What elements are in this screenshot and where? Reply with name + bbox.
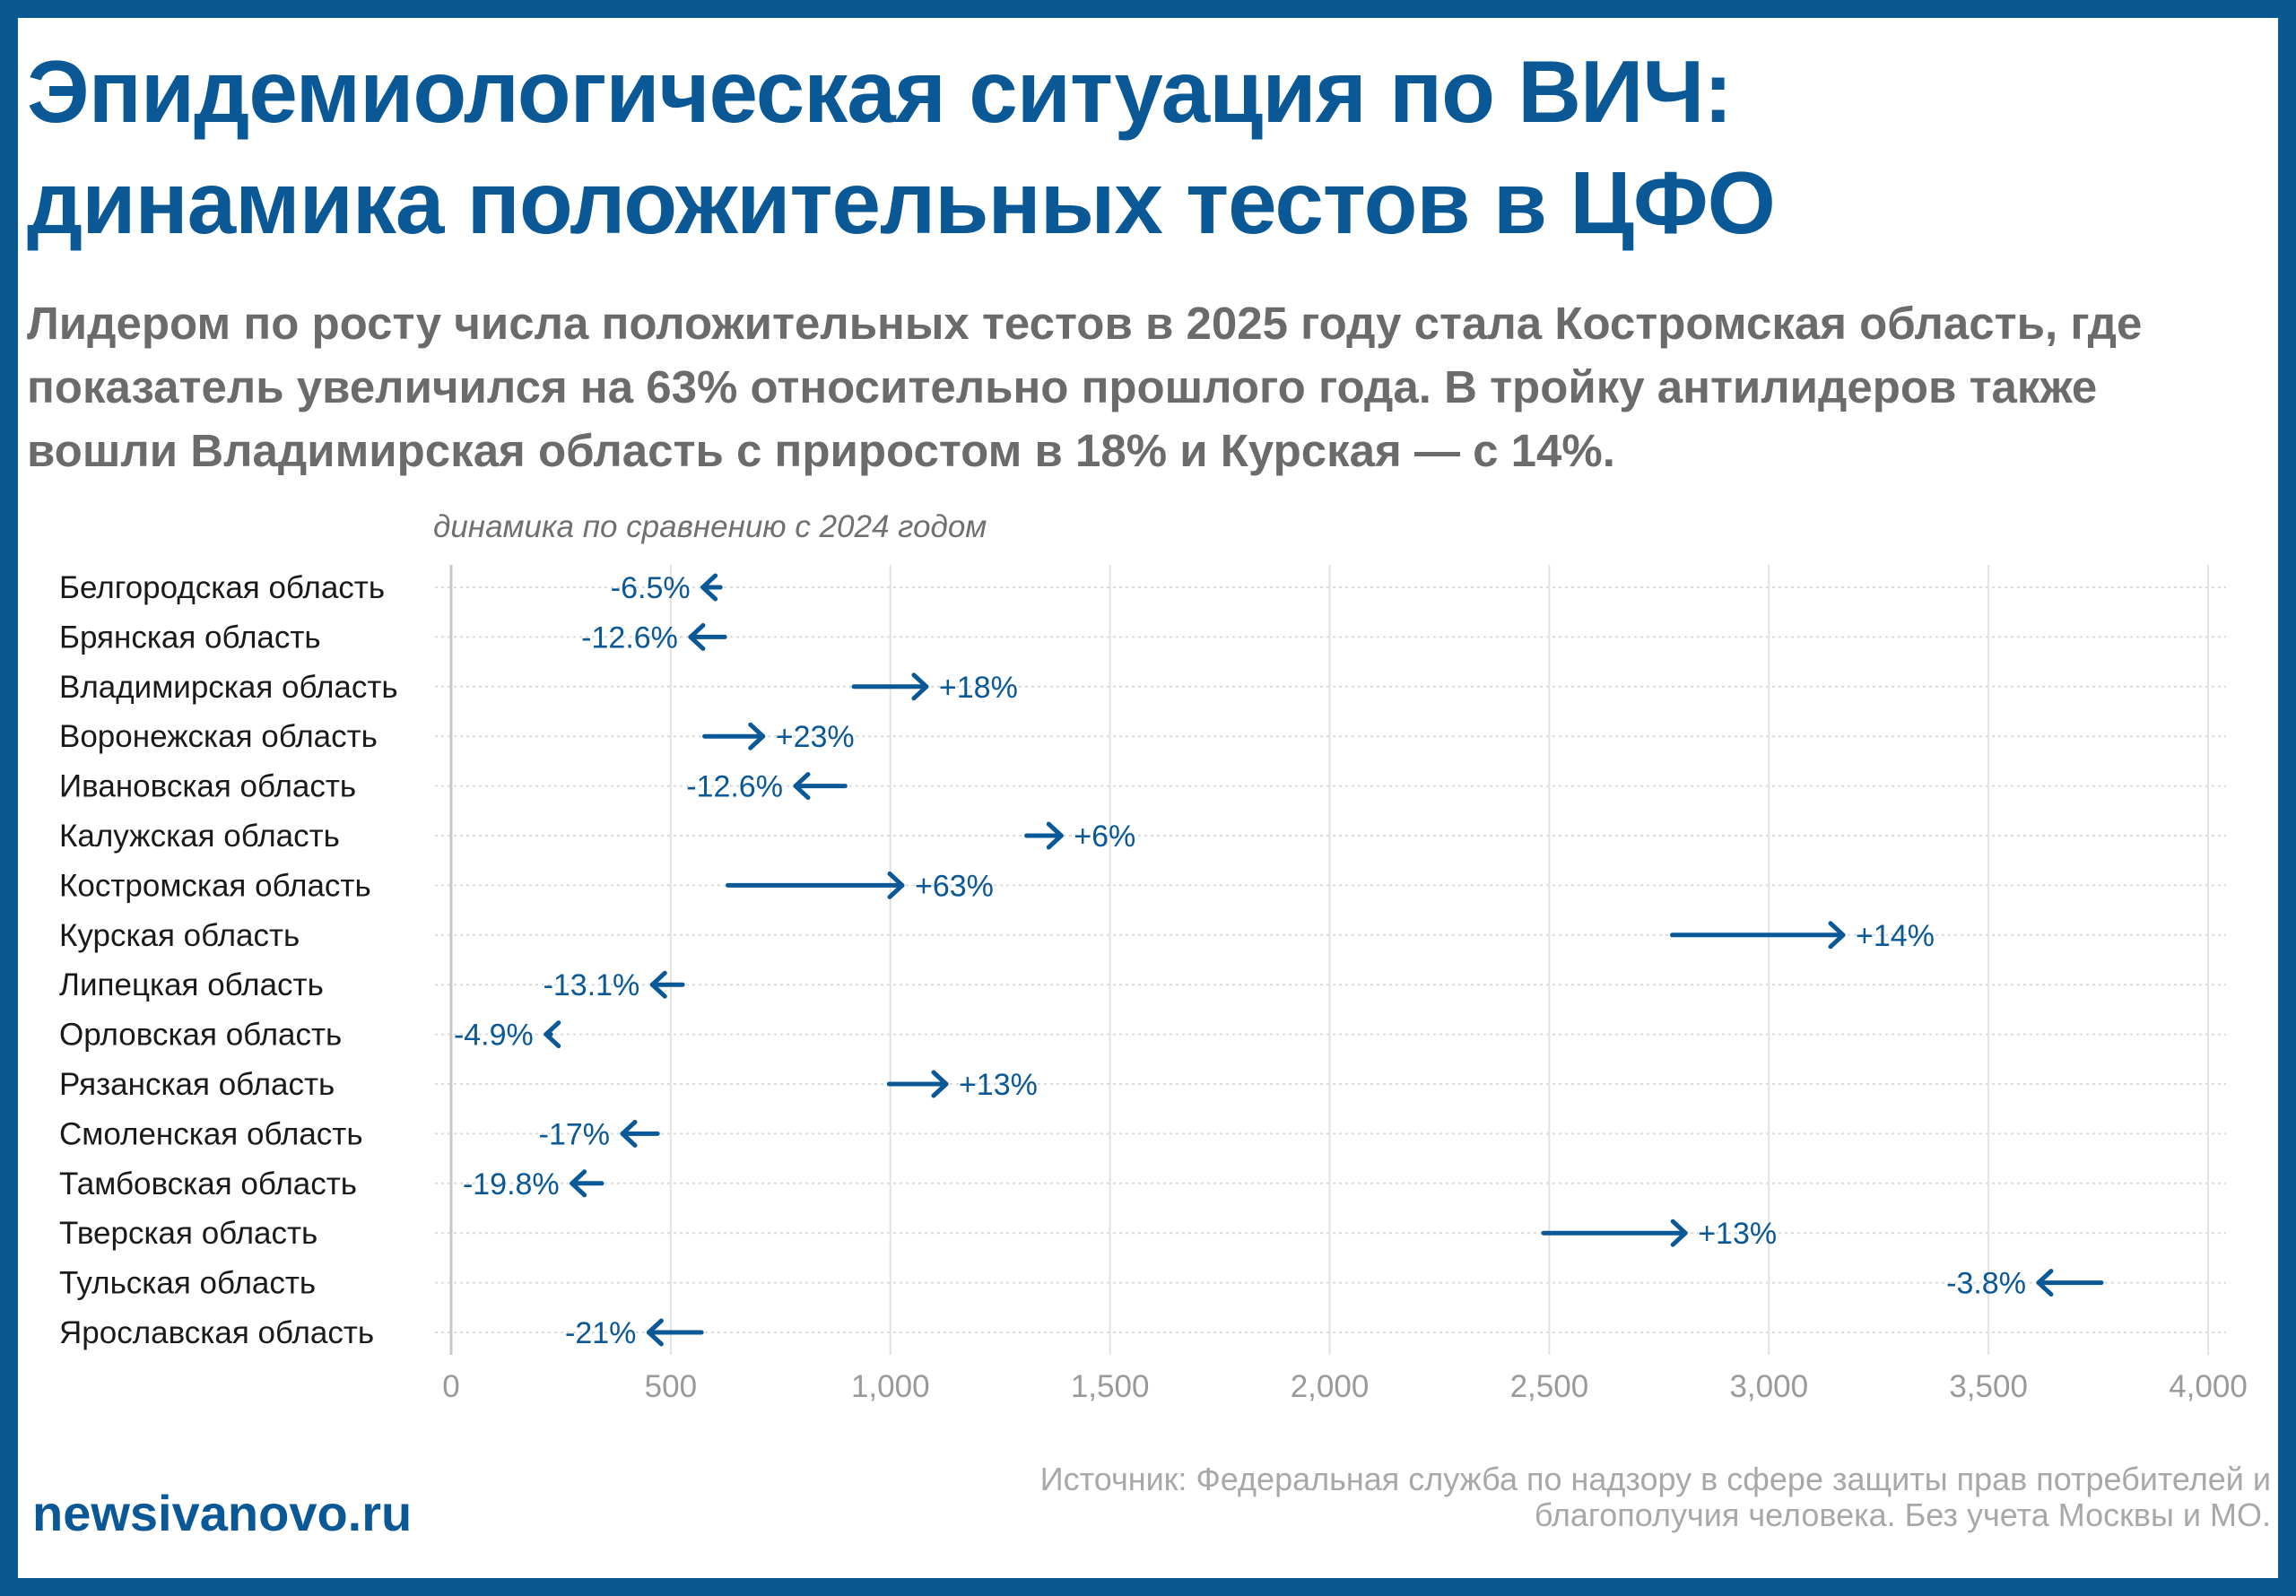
- region-label: Калужская область: [59, 819, 340, 854]
- region-label: Курская область: [59, 918, 300, 953]
- change-label: +63%: [915, 869, 994, 903]
- x-tick-label: 3,500: [1949, 1369, 2028, 1404]
- x-tick-label: 500: [645, 1369, 697, 1404]
- x-tick-label: 3,000: [1729, 1369, 1808, 1404]
- region-label: Тверская область: [59, 1216, 317, 1251]
- x-tick-label: 4,000: [2169, 1369, 2248, 1404]
- change-label: -12.6%: [686, 770, 783, 804]
- title-line-1: Эпидемиологическая ситуация по ВИЧ:: [27, 42, 1733, 141]
- change-label: -21%: [565, 1316, 636, 1350]
- change-label: -13.1%: [544, 968, 640, 1002]
- region-label: Орловская область: [59, 1018, 342, 1053]
- change-arrow-head: [911, 672, 929, 701]
- change-arrow-head: [1828, 921, 1846, 950]
- region-label: Ярославская область: [59, 1315, 374, 1350]
- x-tick-label: 2,000: [1291, 1369, 1370, 1404]
- x-tick-label: 0: [442, 1369, 459, 1404]
- region-label: Ивановская область: [59, 769, 356, 804]
- infographic-card: [18, 18, 2278, 1578]
- change-label: -19.8%: [463, 1167, 560, 1201]
- region-label: Костромская область: [59, 868, 371, 903]
- change-arrow-head: [1670, 1219, 1688, 1247]
- change-label: -17%: [539, 1117, 610, 1151]
- x-tick-label: 1,000: [851, 1369, 930, 1404]
- region-label: Белгородская область: [59, 570, 385, 605]
- change-arrow-head: [646, 1318, 664, 1347]
- change-arrow-head: [700, 573, 718, 602]
- region-label: Брянская область: [59, 620, 321, 655]
- change-arrow-head: [649, 970, 667, 999]
- change-label: +13%: [1698, 1217, 1777, 1251]
- region-label: Тамбовская область: [59, 1167, 357, 1201]
- region-label: Воронежская область: [59, 719, 378, 754]
- change-label: +6%: [1074, 820, 1135, 854]
- change-label: +23%: [776, 720, 855, 754]
- change-arrow-head: [2036, 1269, 2054, 1297]
- change-label: -12.6%: [581, 620, 678, 655]
- change-arrow-head: [544, 1020, 561, 1049]
- change-arrow-head: [793, 772, 811, 801]
- change-arrow-head: [620, 1119, 638, 1148]
- change-arrow-head: [1046, 821, 1064, 850]
- region-label: Рязанская область: [59, 1067, 335, 1102]
- subtitle: Лидером по росту числа положительных тес…: [27, 298, 2143, 476]
- change-label: -3.8%: [1946, 1267, 2026, 1301]
- change-arrow-head: [931, 1070, 949, 1098]
- change-label: -4.9%: [454, 1019, 534, 1053]
- change-arrow-head: [887, 871, 905, 899]
- region-label: Владимирская область: [59, 670, 398, 705]
- axis-note: динамика по сравнению с 2024 годом: [433, 509, 987, 544]
- brand-logo-text[interactable]: newsivanovo.ru: [32, 1485, 413, 1541]
- change-arrow-head: [748, 722, 766, 750]
- source-note: Источник: Федеральная служба по надзору …: [1039, 1461, 2271, 1533]
- title-line-2: динамика положительных тестов в ЦФО: [27, 153, 1776, 252]
- change-label: +14%: [1856, 919, 1935, 953]
- change-arrow-head: [570, 1169, 587, 1198]
- region-label: Липецкая область: [59, 967, 324, 1002]
- change-label: +18%: [939, 671, 1018, 705]
- change-label: -6.5%: [611, 571, 691, 605]
- change-arrow-head: [688, 622, 706, 651]
- x-tick-label: 2,500: [1510, 1369, 1589, 1404]
- region-label: Тульская область: [59, 1266, 316, 1301]
- region-label: Смоленская область: [59, 1116, 363, 1151]
- page-title: Эпидемиологическая ситуация по ВИЧ: дина…: [27, 36, 1776, 258]
- x-tick-label: 1,500: [1071, 1369, 1150, 1404]
- change-label: +13%: [959, 1068, 1038, 1102]
